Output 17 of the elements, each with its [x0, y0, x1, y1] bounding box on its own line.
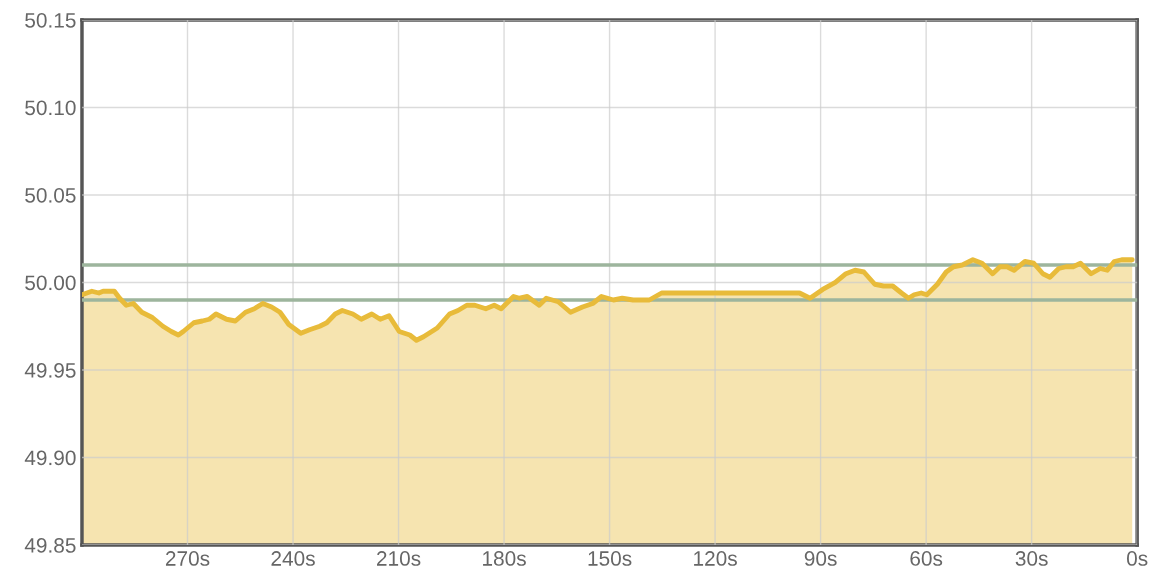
y-tick-label: 49.85	[24, 538, 76, 553]
x-tick-label: 90s	[804, 551, 837, 566]
x-tick-label: 120s	[694, 551, 737, 566]
x-tick-label: 30s	[1015, 551, 1048, 566]
y-tick-label: 50.00	[25, 275, 76, 291]
y-tick-label: 50.15	[25, 12, 76, 28]
x-tick-label: 270s	[165, 551, 210, 566]
y-tick-label: 50.10	[25, 100, 76, 116]
x-tick-label: 0s	[1126, 551, 1148, 566]
y-tick-label: 50.05	[25, 187, 76, 203]
x-tick-label: 210s	[377, 551, 421, 566]
x-tick-label: 150s	[588, 551, 632, 566]
x-tick-label: 240s	[271, 551, 315, 566]
y-tick-label: 49.90	[24, 450, 76, 466]
x-tick-label: 60s	[910, 551, 943, 566]
x-tick-label: 180s	[483, 551, 526, 566]
y-tick-label: 49.95	[24, 363, 76, 378]
